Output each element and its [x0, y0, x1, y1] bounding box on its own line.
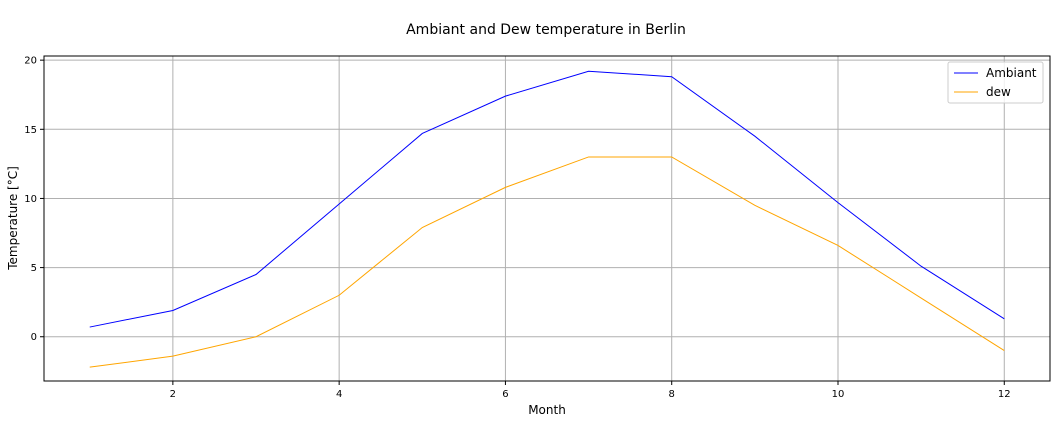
x-tick-label: 4: [336, 389, 342, 400]
grid-layer: [44, 56, 1050, 381]
x-tick-label: 2: [170, 389, 176, 400]
series-line-ambiant: [89, 70, 1005, 328]
tick-layer: 2 4 6 8 10 12 0 5 10 15 20: [24, 56, 1010, 400]
y-tick-label: 20: [24, 56, 37, 67]
legend-label-dew: dew: [986, 85, 1011, 99]
x-tick-label: 12: [998, 389, 1011, 400]
x-axis-label: Month: [528, 403, 566, 417]
y-axis-label: Temperature [°C]: [6, 166, 20, 271]
chart-title: Ambiant and Dew temperature in Berlin: [406, 22, 686, 38]
y-tick-label: 0: [31, 332, 37, 343]
legend-label-ambiant: Ambiant: [986, 66, 1037, 80]
legend-box: [947, 61, 1044, 104]
series-line-dew: [89, 156, 1005, 368]
y-tick-label: 10: [24, 194, 37, 205]
series-layer: [89, 70, 1005, 368]
plot-area-frame: [43, 55, 1051, 382]
y-tick-label: 5: [31, 263, 37, 274]
x-tick-label: 8: [669, 389, 675, 400]
x-tick-label: 6: [502, 389, 508, 400]
legend: Ambiant dew: [947, 61, 1044, 104]
y-tick-label: 15: [24, 125, 37, 136]
x-tick-label: 10: [832, 389, 845, 400]
